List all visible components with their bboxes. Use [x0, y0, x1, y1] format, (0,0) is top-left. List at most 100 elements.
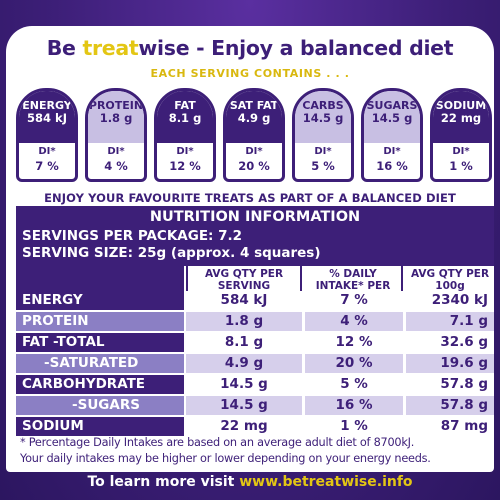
- di-icon-di-label: DI*: [176, 146, 194, 157]
- di-icon-percent: 4 %: [104, 159, 128, 173]
- di-icon-bottom: DI* 5 %: [295, 145, 351, 173]
- learn-more-prefix: To learn more visit: [87, 474, 240, 490]
- di-icon-percent: 16 %: [376, 159, 408, 173]
- di-icon-sodium: SODIUM 22 mg DI* 1 %: [430, 88, 492, 182]
- headline-rest: wise - Enjoy a balanced diet: [138, 36, 454, 60]
- per-100g-value: 7.1 g: [406, 312, 494, 331]
- nutrient-name: -SUGARS: [16, 396, 184, 415]
- daily-intake-value: 1 %: [305, 417, 403, 436]
- di-icon-percent: 7 %: [35, 159, 59, 173]
- di-icon-di-label: DI*: [107, 146, 125, 157]
- daily-intake-value: 7 %: [305, 291, 403, 310]
- di-icon-sugars: SUGARS 14.5 g DI* 16 %: [361, 88, 423, 182]
- di-icon-carbs: CARBS 14.5 g DI* 5 %: [292, 88, 354, 182]
- di-icon-value: 8.1 g: [168, 111, 202, 125]
- di-icon-top: SAT FAT 4.9 g: [226, 91, 282, 143]
- nutrient-name: FAT -TOTAL: [16, 333, 184, 352]
- nutrition-panel: Be treatwise - Enjoy a balanced diet EAC…: [6, 26, 494, 472]
- per-serving-value: 22 mg: [186, 417, 302, 436]
- per-100g-value: 87 mg: [406, 417, 494, 436]
- per-serving-value: 4.9 g: [186, 354, 302, 373]
- per-100g-value: 32.6 g: [406, 333, 494, 352]
- di-icon-value: 4.9 g: [237, 111, 271, 125]
- footnote-line-2: Your daily intakes may be higher or lowe…: [20, 452, 431, 465]
- per-serving-value: 1.8 g: [186, 312, 302, 331]
- betreatwise-url: www.betreatwise.info: [239, 474, 413, 490]
- per-100g-value: 57.8 g: [406, 396, 494, 415]
- di-icon-percent: 20 %: [238, 159, 270, 173]
- di-icon-value: 22 mg: [440, 111, 482, 125]
- di-icon-top: ENERGY 584 kJ: [19, 91, 75, 143]
- learn-more-text: To learn more visit www.betreatwise.info: [0, 474, 500, 490]
- per-serving-value: 14.5 g: [186, 396, 302, 415]
- di-icon-fat: FAT 8.1 g DI* 12 %: [154, 88, 216, 182]
- headline-be: Be: [46, 36, 83, 60]
- nutrition-row-fat-total: FAT -TOTAL 8.1 g 12 % 32.6 g: [16, 332, 494, 353]
- footnote-line-1: * Percentage Daily Intakes are based on …: [20, 436, 415, 449]
- each-serving-label: EACH SERVING CONTAINS . . .: [150, 67, 350, 80]
- di-icon-percent: 12 %: [169, 159, 201, 173]
- daily-intake-footnote: * Percentage Daily Intakes are based on …: [20, 435, 494, 467]
- di-icon-bottom: DI* 16 %: [364, 145, 420, 173]
- nutrient-name: SODIUM: [16, 417, 184, 436]
- servings-per-package: SERVINGS PER PACKAGE: 7.2: [22, 228, 243, 244]
- di-icon-value: 14.5 g: [302, 111, 344, 125]
- nutrient-name: -SATURATED: [16, 354, 184, 373]
- nutrient-name: CARBOHYDRATE: [16, 375, 184, 394]
- nutrition-information-table: NUTRITION INFORMATION SERVINGS PER PACKA…: [16, 206, 494, 436]
- per-serving-value: 14.5 g: [186, 375, 302, 394]
- di-icon-bottom: DI* 12 %: [157, 145, 213, 173]
- per-100g-value: 57.8 g: [406, 375, 494, 394]
- di-icon-name: SUGARS: [366, 99, 418, 112]
- di-icon-bottom: DI* 1 %: [433, 145, 489, 173]
- di-icon-sat-fat: SAT FAT 4.9 g DI* 20 %: [223, 88, 285, 182]
- daily-intake-value: 5 %: [305, 375, 403, 394]
- treatwise-headline: Be treatwise - Enjoy a balanced diet: [6, 36, 494, 60]
- di-icon-top: CARBS 14.5 g: [295, 91, 351, 143]
- di-icon-value: 14.5 g: [371, 111, 413, 125]
- di-icon-bottom: DI* 4 %: [88, 145, 144, 173]
- nutrient-name: PROTEIN: [16, 312, 184, 331]
- nutrition-row-sugars: -SUGARS 14.5 g 16 % 57.8 g: [16, 395, 494, 416]
- di-icon-di-label: DI*: [314, 146, 332, 157]
- nutrient-name: ENERGY: [16, 291, 184, 310]
- di-icon-di-label: DI*: [452, 146, 470, 157]
- di-icon-value: 1.8 g: [99, 111, 133, 125]
- nutrition-row-saturated: -SATURATED 4.9 g 20 % 19.6 g: [16, 353, 494, 374]
- nutrition-row-sodium: SODIUM 22 mg 1 % 87 mg: [16, 416, 494, 437]
- headline-treat: treat: [82, 36, 139, 60]
- di-icon-bottom: DI* 20 %: [226, 145, 282, 173]
- di-icon-di-label: DI*: [245, 146, 263, 157]
- di-icon-top: SODIUM 22 mg: [433, 91, 489, 143]
- daily-intake-icons: ENERGY 584 kJ DI* 7 % PROTEIN 1.8 g DI* …: [16, 88, 492, 188]
- daily-intake-value: 20 %: [305, 354, 403, 373]
- nutrition-row-carbohydrate: CARBOHYDRATE 14.5 g 5 % 57.8 g: [16, 374, 494, 395]
- serving-size: SERVING SIZE: 25g (approx. 4 squares): [22, 245, 321, 261]
- di-icon-name: SODIUM: [435, 99, 487, 112]
- di-icon-top: FAT 8.1 g: [157, 91, 213, 143]
- di-icon-percent: 1 %: [449, 159, 473, 173]
- di-icon-percent: 5 %: [311, 159, 335, 173]
- di-icon-energy: ENERGY 584 kJ DI* 7 %: [16, 88, 78, 182]
- di-icon-name: FAT: [174, 99, 196, 112]
- per-100g-value: 19.6 g: [406, 354, 494, 373]
- di-icon-protein: PROTEIN 1.8 g DI* 4 %: [85, 88, 147, 182]
- di-icon-name: CARBS: [302, 99, 344, 112]
- di-icon-di-label: DI*: [38, 146, 56, 157]
- di-icon-name: PROTEIN: [88, 99, 144, 112]
- per-100g-value: 2340 kJ: [406, 291, 494, 310]
- daily-intake-value: 16 %: [305, 396, 403, 415]
- di-icon-name: ENERGY: [22, 99, 72, 112]
- di-icon-di-label: DI*: [383, 146, 401, 157]
- nutrition-title: NUTRITION INFORMATION: [149, 209, 361, 225]
- daily-intake-value: 12 %: [305, 333, 403, 352]
- di-icon-bottom: DI* 7 %: [19, 145, 75, 173]
- di-icon-name: SAT FAT: [229, 99, 279, 112]
- nutrition-row-energy: ENERGY 584 kJ 7 % 2340 kJ: [16, 290, 494, 311]
- nutrition-table-header: NUTRITION INFORMATION SERVINGS PER PACKA…: [16, 206, 494, 266]
- di-icon-value: 584 kJ: [27, 111, 67, 125]
- nutrition-row-protein: PROTEIN 1.8 g 4 % 7.1 g: [16, 311, 494, 332]
- daily-intake-value: 4 %: [305, 312, 403, 331]
- per-serving-value: 8.1 g: [186, 333, 302, 352]
